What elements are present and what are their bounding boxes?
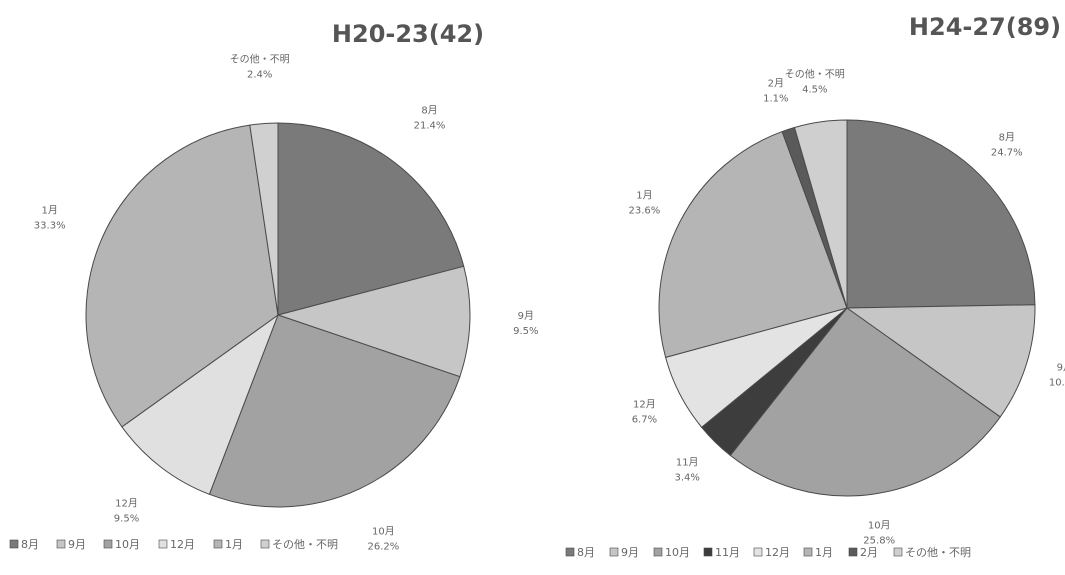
legend-label-1-6: 2月 [860, 546, 878, 559]
slice-percent-1-7: 4.5% [802, 84, 827, 95]
pie-slice-1-1 [845, 304, 1036, 418]
slice-percent-1-6: 1.1% [763, 93, 788, 104]
slice-label-1-2: 10月 [868, 520, 891, 532]
pie-slice-0-3 [121, 313, 280, 495]
slice-percent-1-2: 25.8% [863, 536, 895, 547]
legend-label-1-4: 12月 [765, 546, 790, 559]
pie-chart-h24-27: H24-27(89) 8月 24.7% 9月 10.1% 10月 25.8% 11月 3.4%… [565, 13, 1065, 559]
legend-swatch-1-5 [803, 547, 813, 557]
slice-percent-0-5: 2.4% [247, 70, 272, 81]
slice-label-0-1: 9月 [518, 310, 534, 322]
slice-label-1-4: 12月 [633, 399, 656, 411]
slice-percent-1-3: 3.4% [674, 473, 699, 484]
pie-chart-h20-23: H20-23(42) 8月 21.4% 9月 9.5% 10月 26.2% 12月 9.5% 1… [9, 20, 539, 553]
legend-swatch-1-6 [848, 547, 858, 557]
slice-label-1-0: 8月 [999, 131, 1015, 143]
slice-label-1-1: 9月 [1057, 361, 1065, 373]
slice-percent-1-1: 10.1% [1049, 377, 1065, 388]
legend-0: 8月 9月 10月 12月 1月 その他・不明 [9, 538, 338, 551]
slice-label-0-4: 1月 [42, 204, 58, 216]
pie-slice-0-4 [85, 124, 279, 428]
pie-slice-0-1 [276, 265, 471, 378]
legend-label-0-0: 8月 [21, 538, 39, 551]
legend-label-0-4: 1月 [225, 538, 243, 551]
slice-percent-1-5: 23.6% [629, 205, 661, 216]
slice-label-1-5: 1月 [636, 189, 652, 201]
legend-swatch-1-7 [893, 547, 903, 557]
legend-swatch-0-4 [213, 539, 223, 549]
slice-percent-0-3: 9.5% [114, 513, 139, 524]
slice-percent-0-1: 9.5% [513, 326, 538, 337]
legend-swatch-1-1 [609, 547, 619, 557]
slice-label-1-6: 2月 [768, 77, 784, 89]
slice-label-0-5: その他・不明 [230, 53, 290, 66]
legend-label-1-1: 9月 [621, 546, 639, 559]
legend-label-0-5: その他・不明 [272, 538, 338, 551]
slice-label-0-0: 8月 [421, 105, 437, 117]
legend-label-0-2: 10月 [115, 538, 140, 551]
pie-slice-1-5 [658, 130, 848, 358]
chart-title-h24-27: H24-27(89) [909, 13, 1061, 41]
slice-percent-0-4: 33.3% [34, 220, 66, 231]
legend-label-1-7: その他・不明 [905, 546, 971, 559]
slice-label-1-3: 11月 [676, 457, 699, 469]
pie-slice-1-0 [846, 119, 1036, 309]
legend-label-1-0: 8月 [577, 546, 595, 559]
legend-swatch-0-0 [9, 539, 19, 549]
slice-percent-0-0: 21.4% [414, 121, 446, 132]
slice-percent-1-4: 6.7% [632, 415, 657, 426]
legend-label-1-5: 1月 [815, 546, 833, 559]
legend-label-0-3: 12月 [170, 538, 195, 551]
pie-slice-1-2 [729, 307, 1001, 497]
legend-swatch-0-2 [103, 539, 113, 549]
legend-label-1-2: 10月 [665, 546, 690, 559]
slice-label-0-2: 10月 [372, 526, 395, 538]
chart-title-h20-23: H20-23(42) [332, 20, 484, 48]
pie-slice-1-7 [793, 119, 848, 309]
legend-swatch-1-0 [565, 547, 575, 557]
legend-swatch-1-3 [703, 547, 713, 557]
legend-label-1-3: 11月 [715, 546, 740, 559]
slice-label-1-7: その他・不明 [785, 67, 845, 80]
legend-swatch-1-2 [653, 547, 663, 557]
slice-label-0-3: 12月 [115, 497, 138, 509]
legend-swatch-0-1 [56, 539, 66, 549]
legend-swatch-0-3 [158, 539, 168, 549]
legend-1: 8月 9月 10月 11月 12月 1月 2月 その他・不明 [565, 546, 971, 559]
slice-percent-1-0: 24.7% [991, 147, 1023, 158]
pie-slice-0-5 [249, 122, 279, 316]
legend-label-0-1: 9月 [68, 538, 86, 551]
slice-percent-0-2: 26.2% [368, 542, 400, 553]
legend-swatch-1-4 [753, 547, 763, 557]
pie-slice-0-2 [208, 314, 461, 508]
legend-swatch-0-5 [260, 539, 270, 549]
pie-slice-0-0 [277, 122, 465, 316]
